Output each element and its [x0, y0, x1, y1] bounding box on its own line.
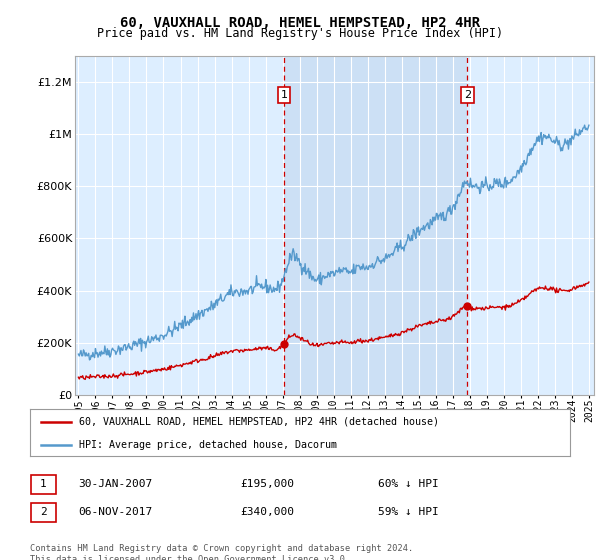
- Text: £340,000: £340,000: [240, 507, 294, 517]
- Text: Price paid vs. HM Land Registry's House Price Index (HPI): Price paid vs. HM Land Registry's House …: [97, 27, 503, 40]
- Text: 2: 2: [40, 507, 47, 517]
- Text: 60, VAUXHALL ROAD, HEMEL HEMPSTEAD, HP2 4HR (detached house): 60, VAUXHALL ROAD, HEMEL HEMPSTEAD, HP2 …: [79, 417, 439, 427]
- Text: Contains HM Land Registry data © Crown copyright and database right 2024.
This d: Contains HM Land Registry data © Crown c…: [30, 544, 413, 560]
- Text: 2: 2: [464, 90, 471, 100]
- FancyBboxPatch shape: [31, 503, 56, 522]
- Bar: [284, 56, 467, 395]
- FancyBboxPatch shape: [31, 475, 56, 494]
- Text: 60, VAUXHALL ROAD, HEMEL HEMPSTEAD, HP2 4HR: 60, VAUXHALL ROAD, HEMEL HEMPSTEAD, HP2 …: [120, 16, 480, 30]
- Text: 60% ↓ HPI: 60% ↓ HPI: [378, 479, 439, 489]
- Text: 59% ↓ HPI: 59% ↓ HPI: [378, 507, 439, 517]
- Text: 1: 1: [280, 90, 287, 100]
- Text: £195,000: £195,000: [240, 479, 294, 489]
- Text: 30-JAN-2007: 30-JAN-2007: [78, 479, 152, 489]
- Text: HPI: Average price, detached house, Dacorum: HPI: Average price, detached house, Daco…: [79, 440, 337, 450]
- Text: 06-NOV-2017: 06-NOV-2017: [78, 507, 152, 517]
- Text: 1: 1: [40, 479, 47, 489]
